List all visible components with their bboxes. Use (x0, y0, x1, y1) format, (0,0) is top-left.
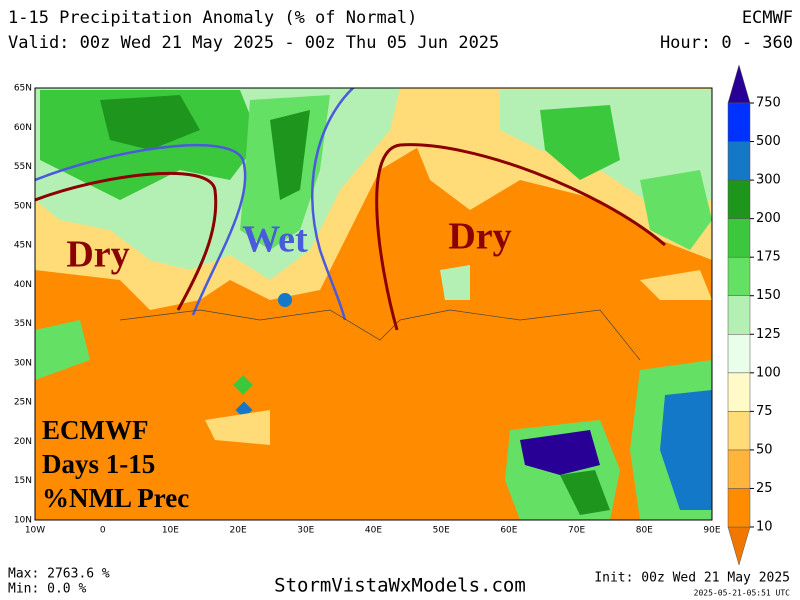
stamp-line: %NML Prec (42, 483, 189, 513)
colorbar-label: 50 (756, 442, 773, 457)
colorbar-label: 25 (756, 481, 773, 496)
init-time: Init: 00z Wed 21 May 2025 (594, 571, 790, 586)
colorbar-label: 75 (756, 404, 773, 419)
colorbar-band (727, 488, 751, 528)
colorbar-band (727, 102, 751, 142)
colorbar-band (727, 218, 751, 258)
colorbar-label: 125 (756, 327, 781, 342)
colorbar-band (727, 372, 751, 412)
lat-label: 50N (14, 201, 32, 211)
lon-label: 20E (230, 526, 247, 536)
lat-label: 45N (14, 241, 32, 251)
colorbar-label: 500 (756, 134, 781, 149)
wet-label: Wet (242, 219, 308, 261)
lat-label: 60N (14, 123, 32, 133)
site-name: StormVistaWxModels.com (274, 575, 526, 597)
colorbar-band (727, 295, 751, 335)
lat-label: 55N (14, 162, 32, 172)
colorbar-under (727, 526, 751, 566)
colorbar-label: 10 (756, 520, 773, 535)
colorbar-band (727, 411, 751, 451)
colorbar-over (727, 64, 751, 104)
lon-label: 70E (568, 526, 585, 536)
lat-label: 25N (14, 398, 32, 408)
lon-label: 10E (162, 526, 179, 536)
stamp-line: ECMWF (42, 415, 148, 445)
lat-label: 65N (14, 84, 32, 94)
lat-label: 15N (14, 476, 32, 486)
lat-label: 40N (14, 280, 32, 290)
colorbar-label: 150 (756, 288, 781, 303)
colorbar-band (727, 179, 751, 219)
min-value: Min: 0.0 % (8, 582, 86, 597)
dry-label: Dry (66, 234, 129, 276)
render-stamp: 2025-05-21-05:51 UTC (694, 589, 791, 598)
colorbar-label: 200 (756, 211, 781, 226)
colorbar-label: 100 (756, 365, 781, 380)
colorbar-band (727, 449, 751, 489)
lon-label: 10W (25, 526, 45, 536)
lon-label: 90E (703, 526, 720, 536)
lat-label: 30N (14, 358, 32, 368)
lon-label: 0 (100, 526, 106, 536)
dry-label: Dry (448, 216, 511, 258)
valid-period: Valid: 00z Wed 21 May 2025 - 00z Thu 05 … (8, 33, 499, 53)
lon-label: 50E (433, 526, 450, 536)
colorbar-band (727, 334, 751, 374)
lat-label: 35N (14, 319, 32, 329)
colorbar-label: 750 (756, 96, 781, 111)
lon-label: 40E (365, 526, 382, 536)
max-value: Max: 2763.6 % (8, 567, 110, 582)
lon-label: 30E (297, 526, 314, 536)
lon-label: 80E (636, 526, 653, 536)
stamp-line: Days 1-15 (42, 449, 155, 479)
colorbar-band (727, 256, 751, 296)
colorbar-label: 175 (756, 250, 781, 265)
colorbar-band (727, 141, 751, 181)
colorbar-label: 300 (756, 173, 781, 188)
forecast-hours: Hour: 0 - 360 (660, 33, 793, 53)
map-title: 1-15 Precipitation Anomaly (% of Normal) (8, 8, 417, 28)
model-name: ECMWF (742, 8, 793, 28)
lon-label: 60E (500, 526, 517, 536)
lat-label: 10N (14, 516, 32, 526)
map-field (34, 87, 713, 521)
lat-label: 20N (14, 437, 32, 447)
